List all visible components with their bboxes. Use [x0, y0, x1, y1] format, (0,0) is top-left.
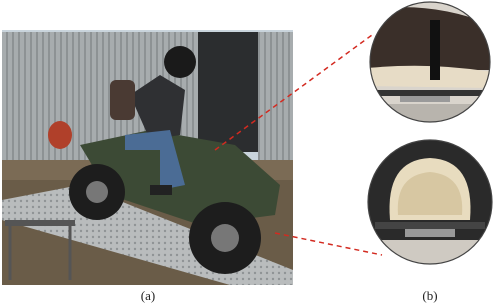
callout-line	[274, 232, 383, 256]
panel-label: (b)	[422, 288, 437, 303]
photo-shoe-bottom	[368, 140, 492, 264]
zoom-circle	[367, 139, 493, 265]
zoom-circle	[369, 1, 491, 123]
photo-shoe-top	[370, 2, 490, 122]
panel-label: (a)	[141, 288, 155, 303]
callout-line	[214, 34, 373, 151]
photo-atv	[2, 30, 293, 285]
